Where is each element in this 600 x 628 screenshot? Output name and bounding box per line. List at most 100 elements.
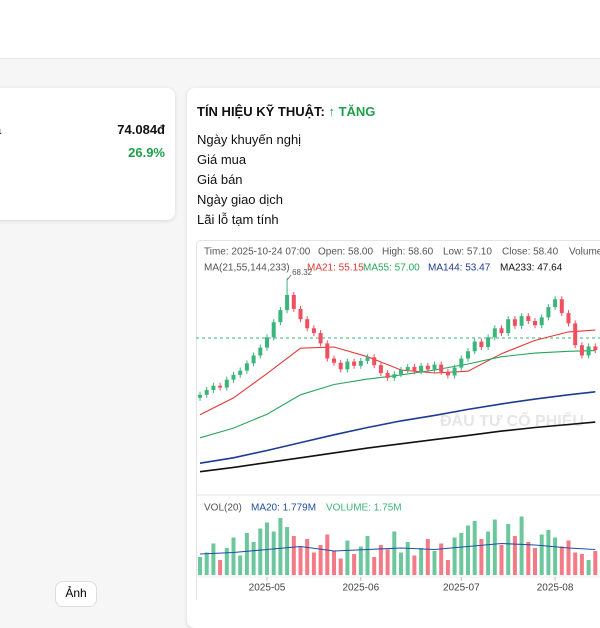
price: 74.084đ [117, 122, 165, 137]
candle-body [580, 345, 584, 355]
volume-bar [372, 557, 376, 575]
candle-body [272, 322, 276, 337]
volume-bar [232, 538, 236, 576]
header-item: Volume [569, 247, 600, 258]
candle-body [567, 313, 571, 323]
candle-body [325, 343, 329, 358]
volume-bar [292, 536, 296, 575]
candle-body [513, 319, 517, 326]
volume-bar [272, 532, 276, 576]
candle-body [546, 307, 550, 317]
volume-bar [366, 536, 370, 575]
volume-bar [265, 523, 269, 576]
title: TÍN HIỆU KỸ THUẬT: [197, 104, 325, 119]
volume-bar [211, 544, 215, 576]
volume-bar [238, 556, 242, 576]
volume-bar [500, 545, 504, 575]
candle-body [540, 317, 544, 325]
candle-body [366, 357, 370, 361]
volume-bar [218, 560, 222, 575]
candle-body [433, 365, 437, 370]
candle-body [459, 359, 463, 368]
candle-body [211, 386, 215, 390]
volume-bar [546, 530, 550, 575]
candle-body [486, 337, 490, 347]
candle-body [453, 368, 457, 376]
volume-bar [339, 559, 343, 576]
volume-bar [486, 532, 490, 576]
volume-bar [386, 550, 390, 576]
candle-body [252, 355, 256, 363]
volume-legend: VOLUME: 1.75M [326, 503, 402, 514]
x-tick-label: 2025-08 [537, 583, 574, 594]
candle-body [312, 328, 316, 333]
volume-bar [479, 539, 483, 575]
candle-body [225, 380, 229, 388]
header-item: Time: 2025-10-24 07:00 [204, 247, 311, 258]
volume-bar [299, 547, 303, 576]
volume-bar [392, 532, 396, 576]
row: Giá bán [197, 172, 243, 187]
candle-body [412, 367, 416, 371]
candle-body [533, 321, 537, 325]
candle-body [386, 373, 390, 378]
percent: 26.9% [128, 145, 165, 160]
volume-bar [493, 520, 497, 576]
volume-bar [345, 541, 349, 576]
candle-body [319, 333, 323, 343]
volume-bar [312, 553, 316, 576]
ma-title: MA(21,55,144,233) [204, 263, 290, 274]
candle-body [205, 390, 209, 395]
candle-body [339, 363, 343, 370]
candle-body [299, 309, 303, 319]
volume-title: VOL(20) [204, 503, 242, 514]
volume-bar [359, 547, 363, 576]
volume-bar [399, 553, 403, 576]
candle-body [419, 366, 423, 371]
volume-bar [325, 535, 329, 576]
volume-bar [587, 560, 591, 575]
volume-bar [540, 535, 544, 576]
image-button[interactable]: Ảnh [55, 581, 97, 607]
candle-body [332, 359, 336, 363]
x-tick-label: 2025-06 [342, 583, 379, 594]
x-tick-label: 2025-05 [249, 583, 286, 594]
volume-bar [252, 542, 256, 575]
candle-body [359, 361, 363, 366]
candle-body [473, 342, 477, 352]
candle-body [593, 346, 597, 350]
candle-body [292, 295, 296, 309]
top-bar [0, 0, 600, 59]
candle-body [232, 375, 236, 380]
high-label: 68.32 [292, 268, 313, 277]
volume-bar [245, 533, 249, 575]
header-item: Close: 58.40 [502, 247, 559, 258]
volume-bar [560, 547, 564, 576]
candle-body [285, 295, 289, 310]
signal-title: TÍN HIỆU KỸ THUẬT: ↑ TĂNG [197, 104, 375, 119]
header-item: Low: 57.10 [443, 247, 492, 258]
volume-bar [198, 557, 202, 575]
volume-bar [553, 538, 557, 576]
volume-bar [593, 551, 597, 575]
volume-bar [573, 553, 577, 576]
row: Ngày khuyến nghị [197, 132, 301, 147]
row: Giá mua [197, 152, 246, 167]
candle-body [506, 319, 510, 333]
row: Lãi lỗ tạm tính [197, 212, 279, 227]
candle-body [392, 374, 396, 378]
watermark: ĐẦU TƯ CỔ PHIẾU [440, 411, 584, 430]
candle-body [305, 319, 309, 328]
summary-card: á 74.084đ 26.9% [0, 88, 175, 220]
volume-bar [305, 539, 309, 575]
volume-legend: MA20: 1.779M [251, 503, 316, 514]
volume-bar [278, 518, 282, 575]
label: á [0, 122, 1, 137]
volume-bar [520, 517, 524, 576]
header-item: High: 58.60 [382, 247, 434, 258]
volume-bar [412, 556, 416, 576]
volume-bar [446, 560, 450, 575]
volume-bar [580, 554, 584, 575]
trend: ↑ TĂNG [328, 104, 375, 119]
